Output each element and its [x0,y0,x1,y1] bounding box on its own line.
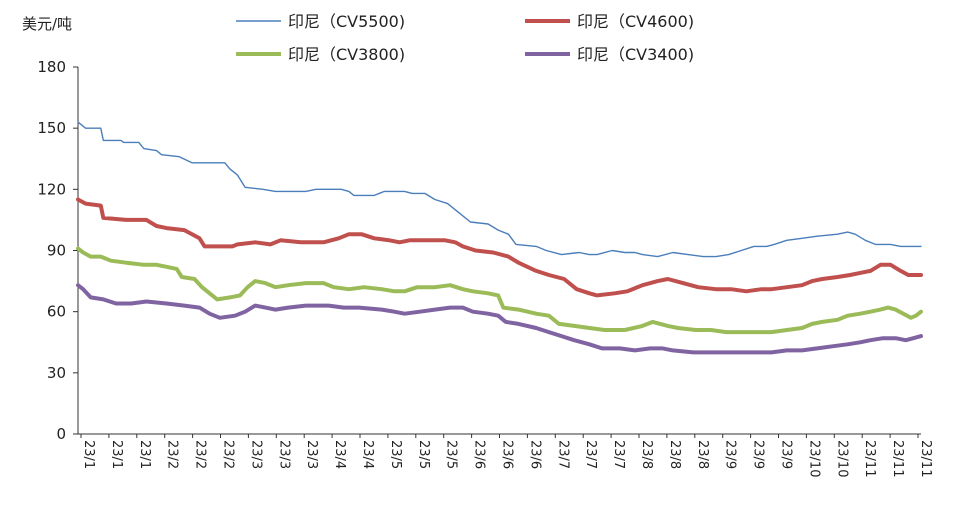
x-tick-label: 23/9 [779,440,794,469]
y-tick-label: 180 [37,58,66,76]
y-tick-label: 90 [47,242,66,260]
series-line-cv5500 [77,121,922,258]
x-tick-label: 23/3 [248,440,263,469]
x-tick-label: 23/7 [555,440,570,469]
x-tick-label: 23/8 [695,440,710,469]
x-tick-label: 23/9 [751,440,766,469]
legend-label-cv4600: 印尼（CV4600) [577,12,694,31]
x-tick-label: 23/6 [472,440,487,469]
x-tick-label: 23/5 [416,440,431,469]
x-tick-label: 23/11 [918,440,933,477]
series-line-cv4600 [76,197,923,298]
y-axis-unit-label: 美元/吨 [22,15,72,33]
legend-label-cv3800: 印尼（CV3800) [288,45,405,64]
x-tick-label: 23/10 [834,440,849,477]
x-tick-label: 23/9 [723,440,738,469]
plot-lines [76,121,923,355]
x-tick-label: 23/11 [890,440,905,477]
x-tick-label: 23/2 [193,440,208,469]
y-tick-label: 150 [37,119,66,137]
x-tick-label: 23/4 [360,440,375,469]
x-tick-label: 23/8 [667,440,682,469]
x-tick-label: 23/11 [862,440,877,477]
x-tick-label: 23/5 [444,440,459,469]
x-tick-label: 23/7 [583,440,598,469]
series-line-cv3400 [76,283,923,355]
y-axis: 0 30 60 90 120 150 180 [37,58,79,443]
x-tick-label: 23/5 [388,440,403,469]
x-tick-label: 23/6 [527,440,542,469]
x-tick-label: 23/1 [81,440,96,469]
y-tick-label: 30 [47,364,66,382]
y-tick-label: 120 [37,180,66,198]
legend-label-cv5500: 印尼（CV5500) [288,12,405,31]
x-tick-label: 23/8 [639,440,654,469]
y-tick-label: 0 [56,425,66,443]
x-tick-label: 23/10 [806,440,821,477]
x-tick-label: 23/7 [611,440,626,469]
legend: 印尼（CV5500) 印尼（CV4600) 印尼（CV3800) 印尼（CV34… [236,12,694,64]
x-tick-label: 23/1 [109,440,124,469]
series-line-cv3800 [76,246,923,335]
y-tick-label: 60 [47,303,66,321]
x-axis: 23/1 23/1 23/1 23/2 23/2 23/2 23/3 23/3 23/3 23/4… [78,433,933,477]
x-tick-label: 23/2 [165,440,180,469]
x-tick-label: 23/2 [221,440,236,469]
x-tick-label: 23/1 [137,440,152,469]
x-tick-label: 23/4 [332,440,347,469]
x-tick-label: 23/3 [276,440,291,469]
legend-label-cv3400: 印尼（CV3400) [577,45,694,64]
x-tick-label: 23/3 [304,440,319,469]
x-tick-label: 23/6 [500,440,515,469]
